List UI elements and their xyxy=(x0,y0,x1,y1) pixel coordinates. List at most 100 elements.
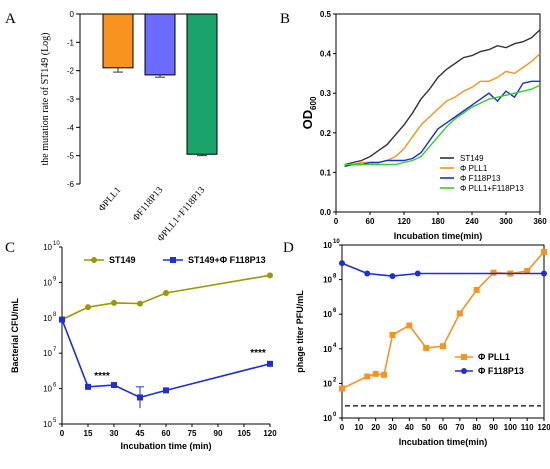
data-point xyxy=(339,260,345,267)
y-tick-label: 10 xyxy=(43,314,52,323)
x-tick-label: 60 xyxy=(162,429,171,438)
x-axis-title: Incubation time(min) xyxy=(399,437,488,447)
data-point xyxy=(490,269,497,276)
y-tick-label: 10 xyxy=(43,243,52,252)
y-tick-label: 10 xyxy=(323,310,332,319)
legend-marker xyxy=(170,257,176,263)
y-tick-exponent: 10 xyxy=(53,241,60,247)
significance-annotation: **** xyxy=(94,371,110,382)
x-tick-label: 60 xyxy=(366,217,375,226)
x-tick-label: 40 xyxy=(405,423,414,432)
y-tick-label: 10 xyxy=(323,345,332,354)
legend-marker xyxy=(461,354,467,360)
y-tick-exponent: 4 xyxy=(333,343,337,349)
data-point xyxy=(364,270,371,277)
x-axis-title: Incubation time(min) xyxy=(394,231,483,241)
x-tick-label: 300 xyxy=(499,217,513,226)
y-tick-label: 0.2 xyxy=(320,129,332,138)
y-tick-label: 10 xyxy=(323,276,332,285)
y-tick-label: 0 xyxy=(70,10,75,19)
plot-frame xyxy=(341,244,545,419)
series-line xyxy=(344,84,541,166)
legend-label: Φ F118P13 xyxy=(460,174,501,183)
x-tick-label: 120 xyxy=(397,217,411,226)
data-point xyxy=(59,316,65,323)
y-tick-label: 10 xyxy=(43,385,52,394)
x-tick-label: 50 xyxy=(422,423,431,432)
x-tick-label: 120 xyxy=(537,423,550,432)
bar xyxy=(186,13,218,155)
plot-frame xyxy=(335,13,541,213)
y-axis-title: the mutation rate of ST149 (Log) xyxy=(40,32,51,165)
x-tick-label: 75 xyxy=(188,429,197,438)
data-point xyxy=(85,383,91,390)
x-tick-label: 90 xyxy=(214,429,223,438)
y-tick-exponent: 8 xyxy=(333,274,337,280)
legend-marker xyxy=(91,257,97,263)
x-tick-label: 110 xyxy=(521,423,534,432)
x-tick-label: 120 xyxy=(263,429,277,438)
series-line xyxy=(344,53,541,166)
y-tick-label: 0.0 xyxy=(320,208,332,217)
y-tick-exponent: 6 xyxy=(333,308,337,314)
x-tick-label: 100 xyxy=(504,423,518,432)
y-tick-exponent: 5 xyxy=(53,418,57,424)
data-point xyxy=(364,373,371,380)
y-tick-label: 10 xyxy=(43,420,52,429)
x-tick-label: 180 xyxy=(431,217,445,226)
y-tick-label: -6 xyxy=(67,180,75,189)
legend-label: Φ PLL1 xyxy=(478,352,510,362)
y-tick-exponent: 10 xyxy=(333,239,340,245)
y-tick-exponent: 2 xyxy=(333,377,337,383)
y-tick-label: 10 xyxy=(323,379,332,388)
y-tick-label: -2 xyxy=(67,67,75,76)
series-line xyxy=(344,80,540,168)
bar xyxy=(144,13,176,76)
data-point xyxy=(111,299,117,306)
y-tick-label: -1 xyxy=(67,38,75,47)
data-point xyxy=(389,331,396,338)
legend-label: ST149+Φ F118P13 xyxy=(188,255,266,265)
legend-label: Φ F118P13 xyxy=(478,366,524,376)
data-point xyxy=(111,382,117,389)
data-point xyxy=(163,290,169,297)
y-tick-exponent: 9 xyxy=(53,276,57,282)
category-label: ΦPLL1+F118P13 xyxy=(156,185,207,244)
y-tick-exponent: 0 xyxy=(333,412,337,418)
y-tick-label: -5 xyxy=(67,152,75,161)
x-tick-label: 360 xyxy=(533,217,547,226)
x-tick-label: 10 xyxy=(354,423,363,432)
y-axis-title: Bacterial CFU/mL xyxy=(10,297,20,373)
data-point xyxy=(440,343,446,350)
data-point xyxy=(381,371,388,378)
data-point xyxy=(267,360,273,367)
x-tick-label: 30 xyxy=(388,423,397,432)
y-tick-label: 10 xyxy=(43,349,52,358)
panel-letter-c: C xyxy=(5,240,15,256)
data-point xyxy=(267,272,273,279)
panel-letter-b: B xyxy=(280,11,290,27)
data-point xyxy=(541,248,547,255)
x-tick-label: 20 xyxy=(371,423,380,432)
legend-label: Φ PLL1 xyxy=(460,164,488,173)
y-tick-label: 0.1 xyxy=(320,168,332,177)
y-tick-label: 10 xyxy=(323,414,332,423)
y-tick-label: 10 xyxy=(43,278,52,287)
y-axis-title: OD600 xyxy=(300,96,318,129)
y-tick-label: -3 xyxy=(67,95,75,104)
legend-label: ST149 xyxy=(460,154,484,163)
panel-letter-a: A xyxy=(5,11,16,27)
x-tick-label: 0 xyxy=(60,429,65,438)
data-point xyxy=(372,370,379,377)
data-point xyxy=(389,273,396,280)
x-tick-label: 0 xyxy=(334,217,339,226)
x-tick-label: 0 xyxy=(340,423,345,432)
panel-letter-d: D xyxy=(283,240,294,256)
data-point xyxy=(473,286,480,293)
data-point xyxy=(414,270,421,277)
data-point xyxy=(339,385,345,392)
category-label: ΦPLL1 xyxy=(97,185,123,214)
